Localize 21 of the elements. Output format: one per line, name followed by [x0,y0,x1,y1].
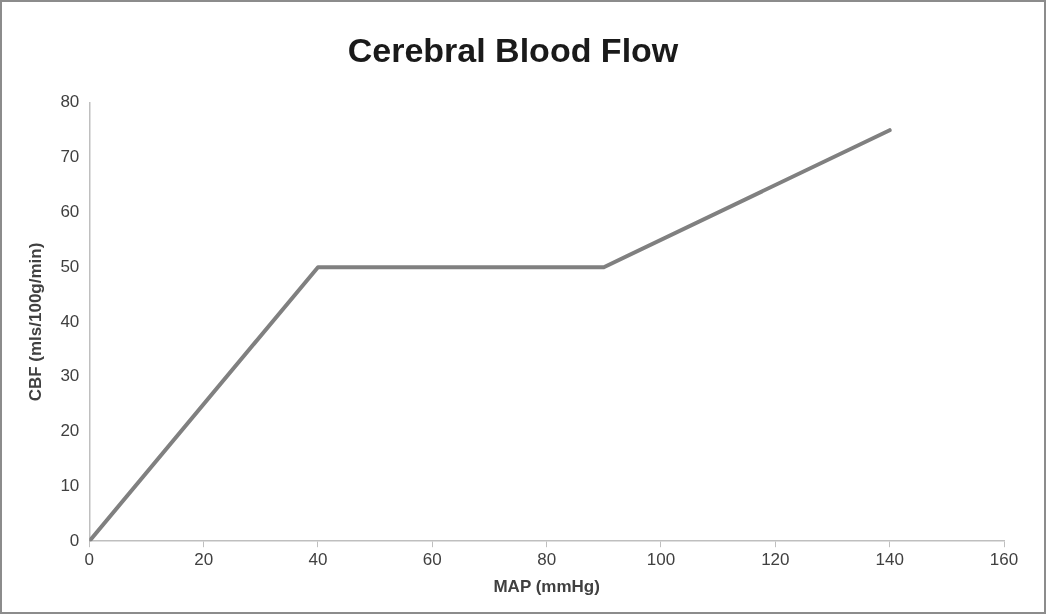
y-tick-label: 80 [60,92,80,112]
x-tick-label: 160 [989,550,1019,570]
x-tick-label: 0 [84,550,95,570]
y-tick-label: 70 [60,147,80,167]
x-tick-label: 20 [194,550,214,570]
y-tick-label: 0 [69,530,80,550]
x-tick-label: 140 [875,550,904,570]
x-tick-label: 60 [422,550,442,570]
x-tick-label: 80 [537,550,557,570]
y-tick-label: 40 [60,311,80,331]
x-tick-label: 40 [308,550,328,570]
y-tick-label: 60 [60,202,80,222]
chart-title: Cerebral Blood Flow [347,30,679,69]
y-tick-label: 20 [60,421,80,441]
x-tick-label: 100 [646,550,676,570]
x-tick-label: 120 [761,550,790,570]
y-tick-label: 50 [60,256,80,276]
x-axis-title: MAP (mmHg) [493,577,600,597]
y-axis-title: CBF (mls/100g/min) [25,242,45,402]
y-tick-label: 30 [60,366,80,386]
y-tick-label: 10 [60,476,80,496]
